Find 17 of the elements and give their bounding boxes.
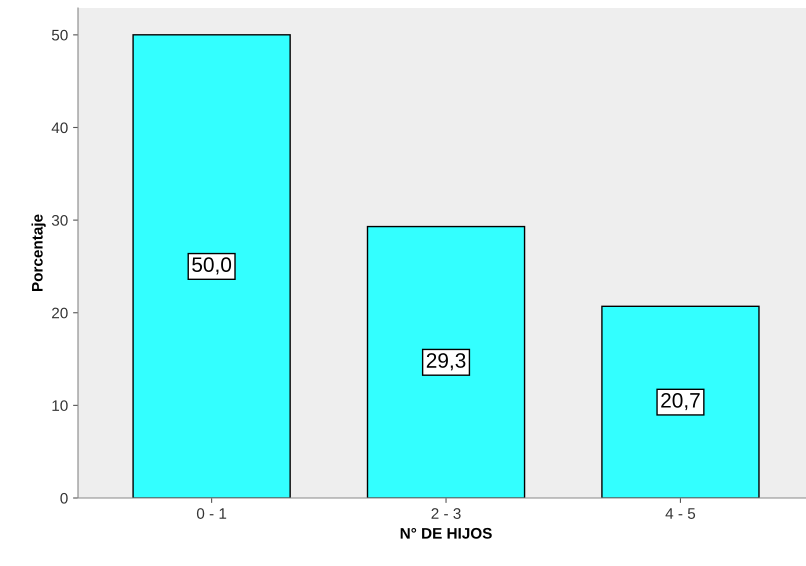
x-tick-label: 4 - 5 [666,508,696,519]
y-tick-label: 10 [52,400,68,412]
y-axis-title: Porcentaje [31,214,46,292]
y-tick-label: 30 [52,214,68,226]
bar [601,306,760,498]
x-tick-label: 2 - 3 [432,508,461,519]
y-tick-label: 20 [52,308,68,318]
bar [132,34,291,498]
data-label: 29,3 [426,353,466,370]
y-tick-label: 50 [52,30,68,41]
y-tick-label: 0 [60,492,68,504]
x-tick-label: 0 - 1 [196,508,226,519]
y-tick-label: 40 [52,122,68,134]
bar [366,226,526,498]
x-axis-title: N° DE HIJOS [400,528,492,539]
data-label: 50,0 [192,257,232,274]
data-label: 20,7 [661,392,700,410]
